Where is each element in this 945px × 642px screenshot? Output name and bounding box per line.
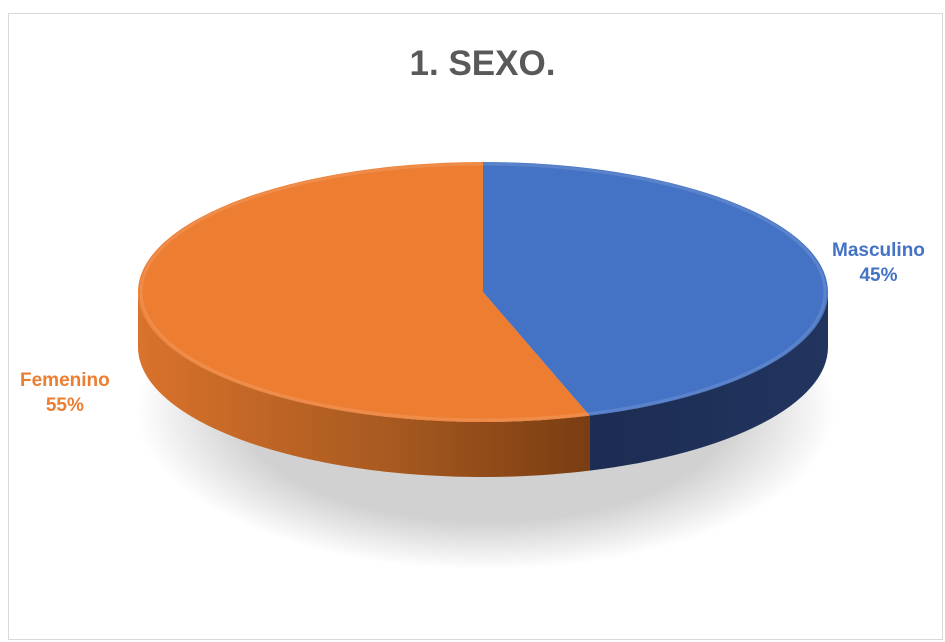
slice-side-masculino — [589, 292, 828, 471]
data-label-masculino: Masculino 45% — [832, 238, 925, 288]
slice-side-femenino — [138, 292, 590, 478]
slice-pct-masculino: 45% — [859, 265, 898, 286]
data-label-femenino: Femenino 55% — [20, 368, 110, 418]
pie-rim — [139, 162, 827, 422]
chart-title: 1. SEXO. — [409, 44, 556, 83]
slice-label-femenino: Femenino — [20, 370, 110, 391]
slice-label-masculino: Masculino — [832, 240, 925, 261]
slice-masculino[interactable] — [483, 162, 829, 416]
slice-femenino[interactable] — [138, 162, 590, 422]
slice-pct-femenino: 55% — [45, 395, 84, 416]
